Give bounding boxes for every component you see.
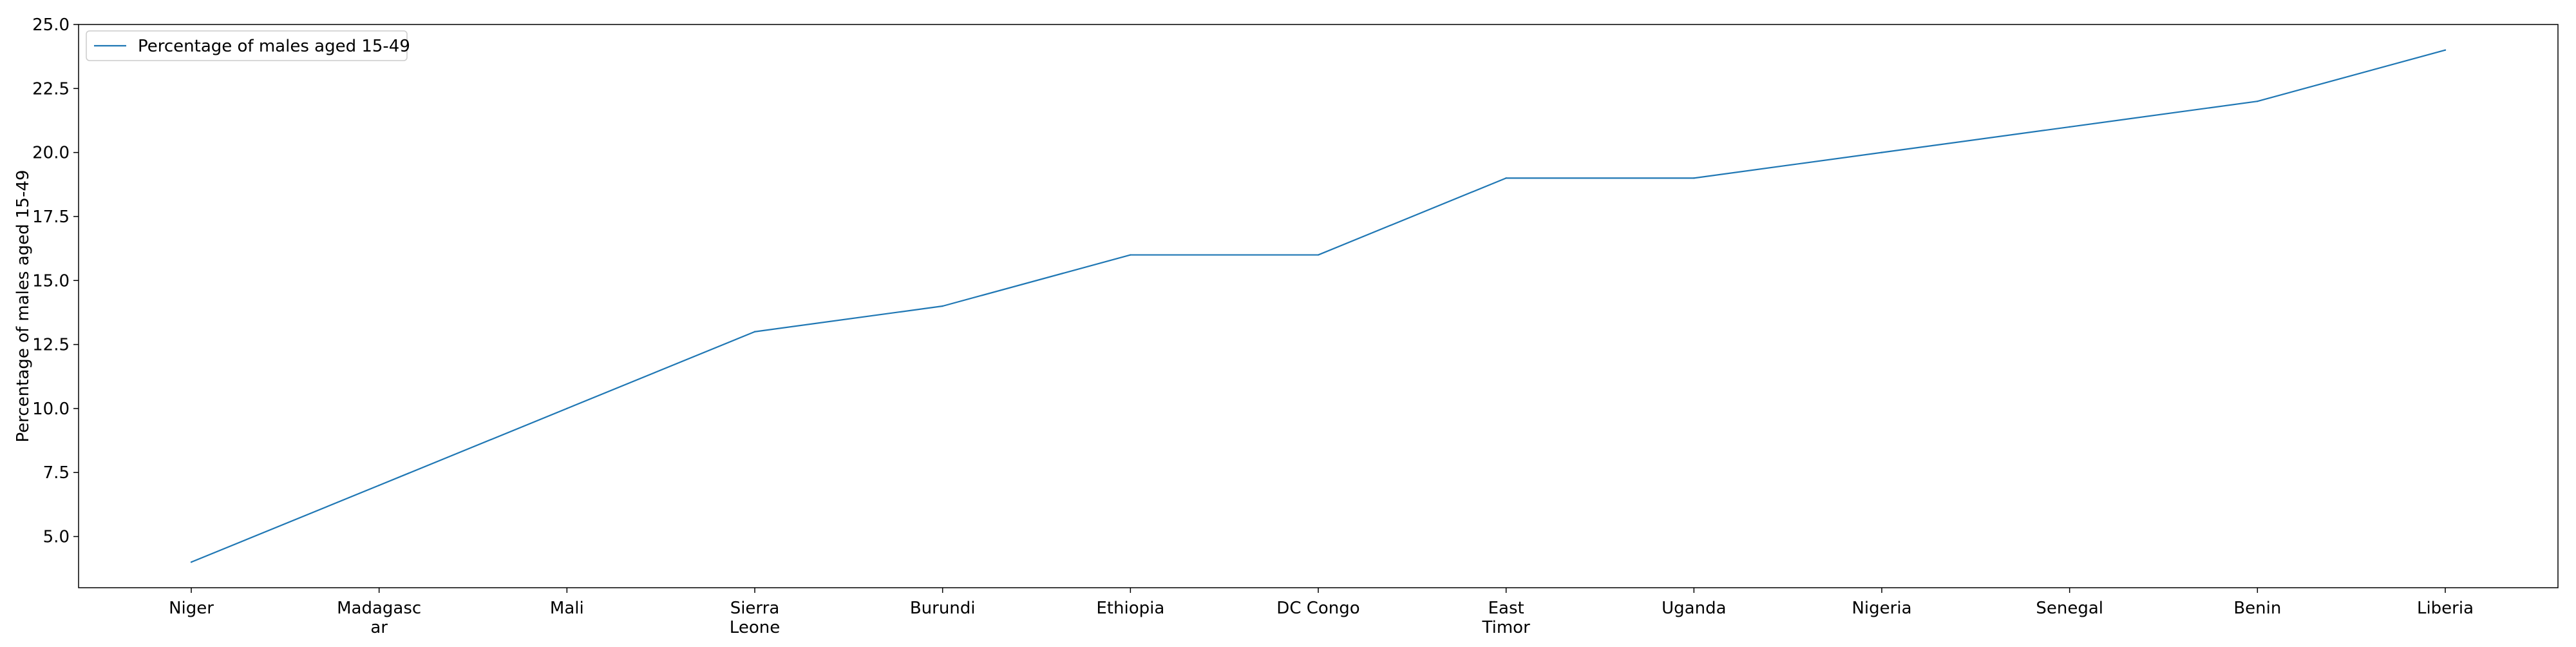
x-tick-label: DC Congo bbox=[1276, 599, 1359, 618]
data-point bbox=[2257, 100, 2259, 102]
legend: Percentage of males aged 15-49 bbox=[86, 30, 410, 61]
y-tick-label: 15.0 bbox=[32, 271, 70, 291]
data-point bbox=[2069, 126, 2070, 128]
x-tick-label: Senegal bbox=[2036, 599, 2103, 618]
x-tick-label: Liberia bbox=[2417, 599, 2474, 618]
data-point bbox=[1505, 177, 1507, 179]
x-tick-label: Nigeria bbox=[1852, 599, 1911, 618]
data-point bbox=[2444, 49, 2447, 51]
y-tick-label: 17.5 bbox=[32, 208, 70, 227]
y-tick-label: 20.0 bbox=[32, 144, 70, 163]
x-axis: Niger Madagasc ar Mali Sierra Leone Burundi Eth… bbox=[169, 588, 2474, 637]
data-point bbox=[753, 331, 756, 333]
x-tick-label: Burundi bbox=[910, 599, 976, 618]
y-tick-label: 12.5 bbox=[32, 336, 70, 355]
x-tick-label: Madagasc ar bbox=[337, 599, 421, 637]
data-point bbox=[190, 561, 193, 563]
data-point bbox=[942, 305, 943, 307]
data-point bbox=[378, 484, 380, 487]
data-point bbox=[1693, 177, 1695, 179]
data-point bbox=[1880, 151, 1883, 153]
y-axis-title: Percentage of males aged 15-49 bbox=[14, 170, 33, 443]
y-axis: 5.0 7.5 10.0 12.5 15.0 17.5 20.0 22.5 25.0 bbox=[32, 15, 79, 547]
x-tick-label: Sierra Leone bbox=[730, 599, 780, 637]
y-tick-label: 7.5 bbox=[43, 463, 70, 483]
y-tick-label: 10.0 bbox=[32, 400, 70, 419]
data-point bbox=[1130, 254, 1132, 256]
y-tick-label: 5.0 bbox=[43, 528, 70, 547]
x-tick-label: Benin bbox=[2233, 599, 2281, 618]
x-tick-label: Ethiopia bbox=[1096, 599, 1164, 618]
legend-label: Percentage of males aged 15-49 bbox=[138, 37, 410, 56]
series-layer bbox=[190, 49, 2447, 563]
legend-box bbox=[86, 30, 408, 61]
data-point bbox=[1317, 254, 1320, 256]
plot-frame bbox=[78, 24, 2559, 588]
x-tick-label: Niger bbox=[169, 599, 214, 618]
data-point bbox=[566, 407, 568, 410]
series-line bbox=[191, 49, 2446, 563]
y-tick-label: 22.5 bbox=[32, 79, 70, 99]
x-tick-label: Uganda bbox=[1662, 599, 1726, 618]
x-tick-label: East Timor bbox=[1482, 599, 1531, 637]
y-tick-label: 25.0 bbox=[32, 15, 70, 35]
x-tick-label: Mali bbox=[550, 599, 584, 618]
